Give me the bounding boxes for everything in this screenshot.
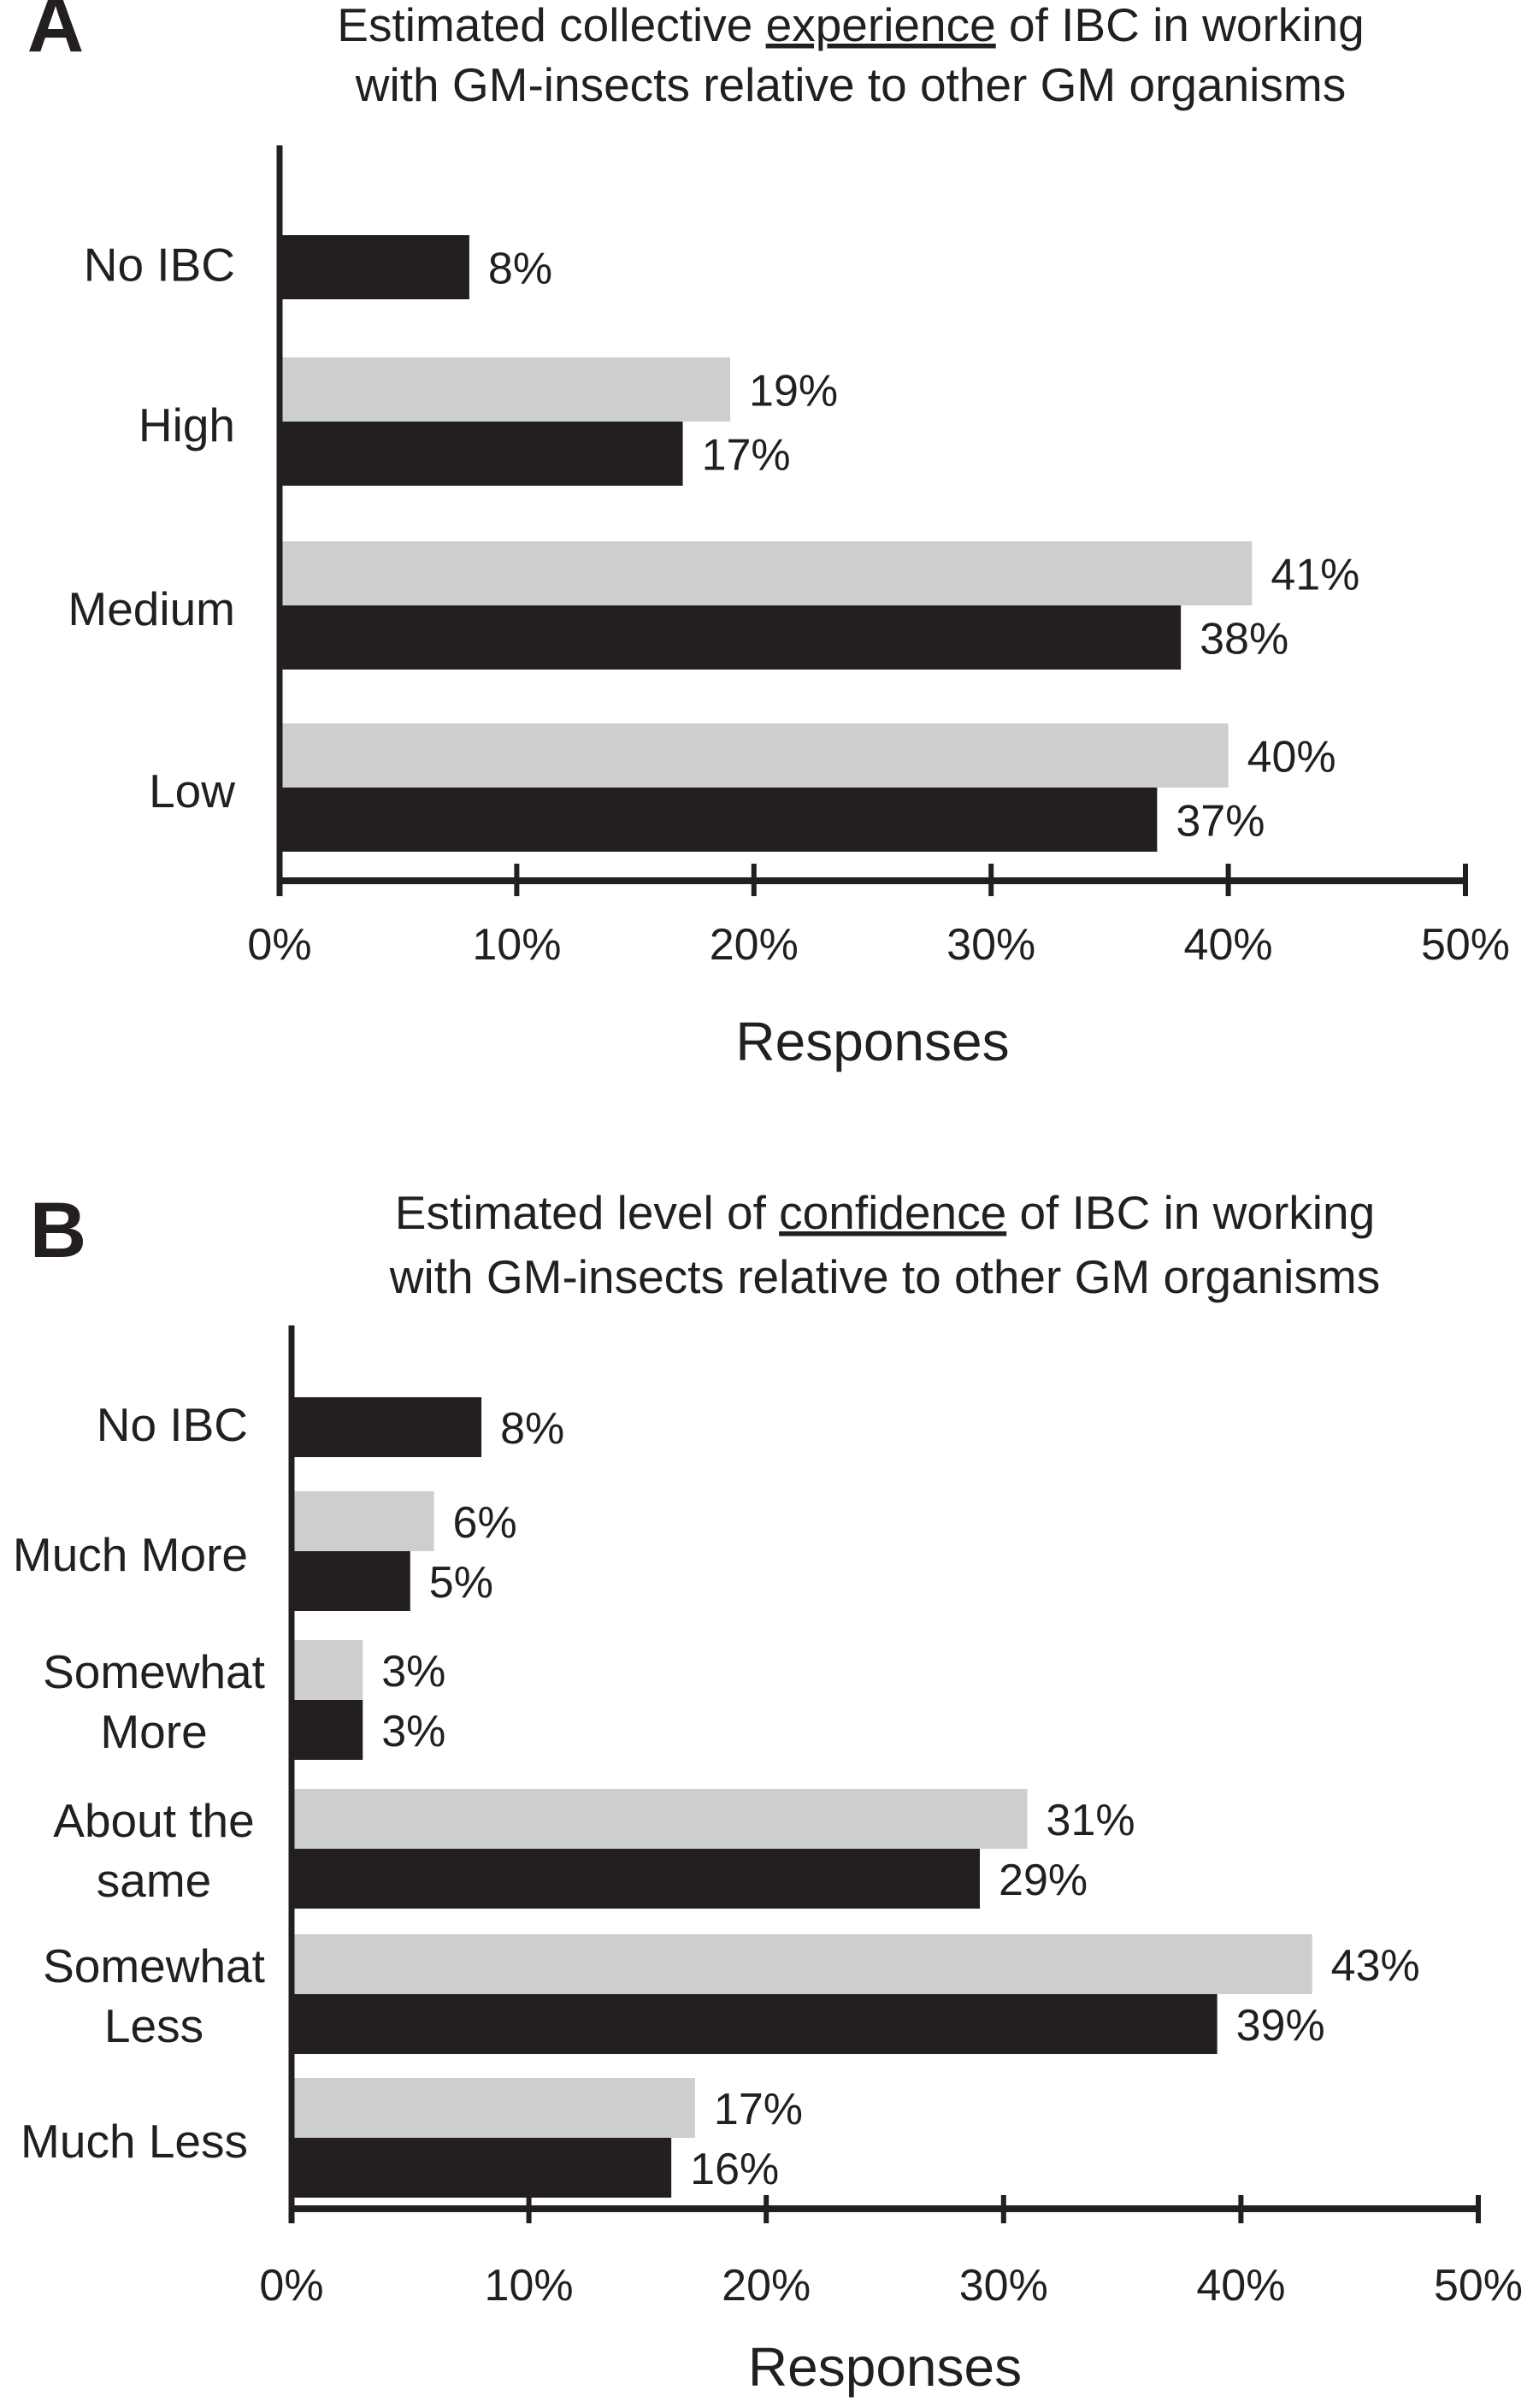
- x-tick-label: 50%: [1421, 920, 1510, 970]
- bar-gray: [292, 2078, 695, 2138]
- x-tick-label: 0%: [259, 2261, 323, 2311]
- x-tick-label: 0%: [247, 920, 311, 970]
- title-text-part: of IBC in working: [996, 0, 1365, 51]
- data-label: 37%: [1176, 797, 1265, 847]
- bar-black: [280, 235, 469, 299]
- x-tick-label: 20%: [710, 920, 799, 970]
- data-label: 17%: [714, 2085, 803, 2134]
- chart-panel-a: A Estimated collective experience of IBC …: [27, 0, 1510, 1072]
- bar-gray: [280, 723, 1229, 788]
- category-label-line1: About the: [53, 1794, 254, 1847]
- bar-gray: [280, 541, 1253, 605]
- bar-black: [280, 605, 1182, 670]
- bar-gray: [292, 1640, 363, 1700]
- data-label: 19%: [749, 367, 838, 416]
- x-axis-label: Responses: [735, 1011, 1009, 1072]
- chart-title-line2: with GM-insects relative to other GM org…: [355, 58, 1346, 111]
- chart-title-line2: with GM-insects relative to other GM org…: [389, 1250, 1380, 1303]
- data-label: 6%: [453, 1498, 517, 1548]
- category-label: Low: [149, 764, 235, 817]
- data-label: 17%: [702, 431, 791, 481]
- bar-black: [280, 788, 1158, 852]
- data-label: 5%: [429, 1558, 493, 1608]
- bar-black: [292, 1551, 410, 1611]
- x-tick-label: 40%: [1196, 2261, 1285, 2311]
- bar-gray: [280, 357, 731, 422]
- title-underlined-word: confidence: [779, 1186, 1006, 1239]
- title-text-part: of IBC in working: [1006, 1186, 1375, 1239]
- category-label: No IBC: [84, 239, 235, 292]
- category-label: Much Less: [21, 2115, 248, 2168]
- chart-panel-b: B Estimated level of confidence of IBC in…: [13, 1186, 1523, 2398]
- category-label-line2: More: [100, 1705, 207, 1758]
- bar-gray: [292, 1934, 1312, 1994]
- panel-letter: A: [27, 0, 84, 68]
- x-tick-label: 20%: [722, 2261, 811, 2311]
- category-label: Medium: [68, 582, 235, 635]
- data-label: 29%: [999, 1856, 1088, 1905]
- data-label: 38%: [1200, 615, 1288, 664]
- category-label-line1: Somewhat: [43, 1939, 265, 1992]
- bar-black: [292, 2138, 672, 2198]
- category-label: Much More: [13, 1528, 248, 1581]
- chart-title-line1: Estimated collective experience of IBC i…: [337, 0, 1364, 51]
- x-tick-label: 10%: [472, 920, 561, 970]
- x-tick-label: 10%: [485, 2261, 574, 2311]
- title-underlined-word: experience: [766, 0, 996, 51]
- x-tick-label: 30%: [959, 2261, 1048, 2311]
- title-text-part: Estimated level of: [395, 1186, 779, 1239]
- category-label-line1: Somewhat: [43, 1645, 265, 1698]
- panel-letter: B: [30, 1187, 86, 1274]
- x-tick-label: 40%: [1184, 920, 1273, 970]
- x-tick-label: 50%: [1434, 2261, 1523, 2311]
- category-label-line2: same: [97, 1854, 212, 1907]
- x-tick-label: 30%: [946, 920, 1035, 970]
- bar-black: [292, 1994, 1218, 2054]
- bar-gray: [292, 1491, 434, 1551]
- title-text-part: Estimated collective: [337, 0, 765, 51]
- bar-black: [280, 422, 683, 486]
- data-label: 8%: [500, 1404, 564, 1454]
- data-label: 16%: [690, 2145, 779, 2194]
- data-label: 3%: [381, 1647, 445, 1697]
- data-label: 40%: [1247, 733, 1336, 782]
- bar-gray: [292, 1789, 1028, 1849]
- category-label: High: [139, 398, 235, 452]
- data-label: 31%: [1047, 1796, 1135, 1845]
- category-label: No IBC: [97, 1398, 248, 1451]
- data-label: 39%: [1236, 2001, 1325, 2051]
- data-label: 41%: [1271, 551, 1359, 600]
- data-label: 8%: [488, 245, 552, 294]
- category-label-line2: Less: [104, 1999, 203, 2052]
- data-label: 43%: [1331, 1941, 1420, 1991]
- bar-black: [292, 1397, 482, 1457]
- bar-black: [292, 1849, 981, 1909]
- data-label: 3%: [381, 1707, 445, 1756]
- bar-black: [292, 1700, 363, 1760]
- chart-title-line1: Estimated level of confidence of IBC in …: [395, 1186, 1375, 1239]
- x-axis-label: Responses: [748, 2336, 1022, 2398]
